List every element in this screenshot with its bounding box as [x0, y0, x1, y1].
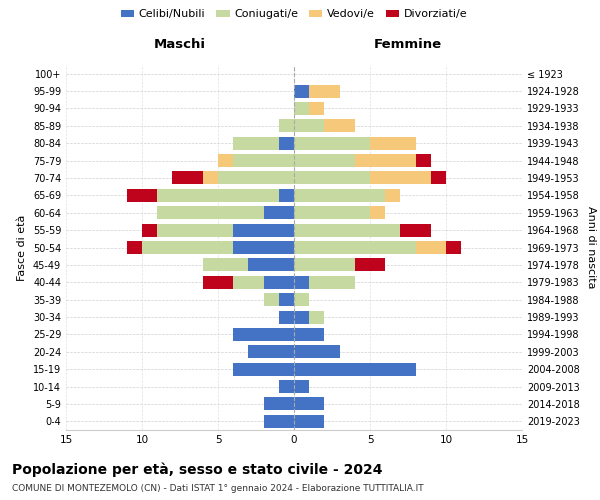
- Bar: [294, 172, 370, 184]
- Bar: [294, 328, 325, 341]
- Bar: [309, 84, 340, 98]
- Bar: [309, 102, 325, 115]
- Bar: [355, 258, 385, 272]
- Bar: [294, 258, 355, 272]
- Bar: [233, 276, 263, 289]
- Bar: [294, 120, 325, 132]
- Bar: [263, 415, 294, 428]
- Bar: [248, 258, 294, 272]
- Bar: [248, 346, 294, 358]
- Bar: [309, 310, 325, 324]
- Bar: [233, 362, 294, 376]
- Bar: [279, 380, 294, 393]
- Bar: [279, 120, 294, 132]
- Bar: [218, 172, 294, 184]
- Y-axis label: Anni di nascita: Anni di nascita: [586, 206, 596, 289]
- Bar: [325, 120, 355, 132]
- Bar: [370, 172, 431, 184]
- Bar: [294, 136, 370, 149]
- Bar: [127, 189, 157, 202]
- Bar: [233, 224, 294, 236]
- Bar: [263, 293, 279, 306]
- Y-axis label: Fasce di età: Fasce di età: [17, 214, 27, 280]
- Bar: [279, 310, 294, 324]
- Bar: [370, 136, 416, 149]
- Bar: [233, 328, 294, 341]
- Bar: [294, 346, 340, 358]
- Legend: Celibi/Nubili, Coniugati/e, Vedovi/e, Divorziati/e: Celibi/Nubili, Coniugati/e, Vedovi/e, Di…: [116, 5, 472, 24]
- Bar: [294, 102, 309, 115]
- Bar: [172, 172, 203, 184]
- Bar: [142, 224, 157, 236]
- Bar: [309, 276, 355, 289]
- Bar: [294, 415, 325, 428]
- Bar: [294, 276, 309, 289]
- Bar: [279, 136, 294, 149]
- Bar: [203, 258, 248, 272]
- Text: Maschi: Maschi: [154, 38, 206, 51]
- Bar: [203, 276, 233, 289]
- Bar: [157, 206, 263, 220]
- Bar: [218, 154, 233, 167]
- Bar: [233, 154, 294, 167]
- Bar: [446, 241, 461, 254]
- Bar: [157, 189, 279, 202]
- Bar: [203, 172, 218, 184]
- Bar: [142, 241, 233, 254]
- Bar: [294, 310, 309, 324]
- Bar: [279, 293, 294, 306]
- Bar: [294, 293, 309, 306]
- Bar: [400, 224, 431, 236]
- Bar: [431, 172, 446, 184]
- Bar: [294, 362, 416, 376]
- Bar: [294, 241, 416, 254]
- Bar: [294, 398, 325, 410]
- Text: Femmine: Femmine: [374, 38, 442, 51]
- Text: COMUNE DI MONTEZEMOLO (CN) - Dati ISTAT 1° gennaio 2024 - Elaborazione TUTTITALI: COMUNE DI MONTEZEMOLO (CN) - Dati ISTAT …: [12, 484, 424, 493]
- Text: Popolazione per età, sesso e stato civile - 2024: Popolazione per età, sesso e stato civil…: [12, 462, 383, 477]
- Bar: [233, 136, 279, 149]
- Bar: [294, 224, 400, 236]
- Bar: [294, 206, 370, 220]
- Bar: [370, 206, 385, 220]
- Bar: [157, 224, 233, 236]
- Bar: [416, 154, 431, 167]
- Bar: [263, 276, 294, 289]
- Bar: [385, 189, 400, 202]
- Bar: [355, 154, 416, 167]
- Bar: [233, 241, 294, 254]
- Bar: [416, 241, 446, 254]
- Bar: [127, 241, 142, 254]
- Bar: [294, 154, 355, 167]
- Bar: [294, 189, 385, 202]
- Bar: [263, 398, 294, 410]
- Bar: [294, 84, 309, 98]
- Bar: [263, 206, 294, 220]
- Bar: [294, 380, 309, 393]
- Bar: [279, 189, 294, 202]
